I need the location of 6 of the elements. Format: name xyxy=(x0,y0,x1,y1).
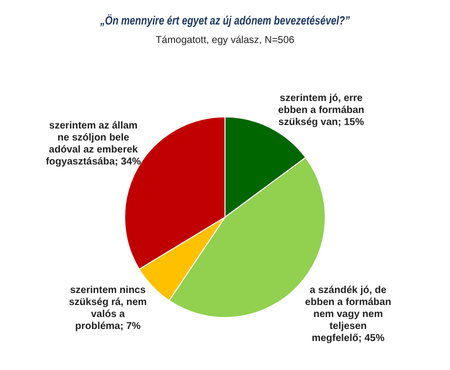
slice-label: szerintem jó, erre ebben a formában szükség van; 15% xyxy=(278,93,364,128)
slice-label: szerintem nincs szükség rá, nem valós a probléma; 7% xyxy=(68,284,147,332)
chart-title: „Ön mennyire ért egyet az új adónem bevezetésével?” xyxy=(99,14,350,28)
slice-label: szerintem az állam ne szóljon bele adóval az emberek fogyasztásába; 34% xyxy=(46,120,141,168)
chart-subtitle: Támogatott, egy válasz, N=506 xyxy=(156,35,295,46)
slice-label: a szándék jó, de ebben a formában nem vagy nem teljesen megfelelő; 45% xyxy=(305,284,392,344)
